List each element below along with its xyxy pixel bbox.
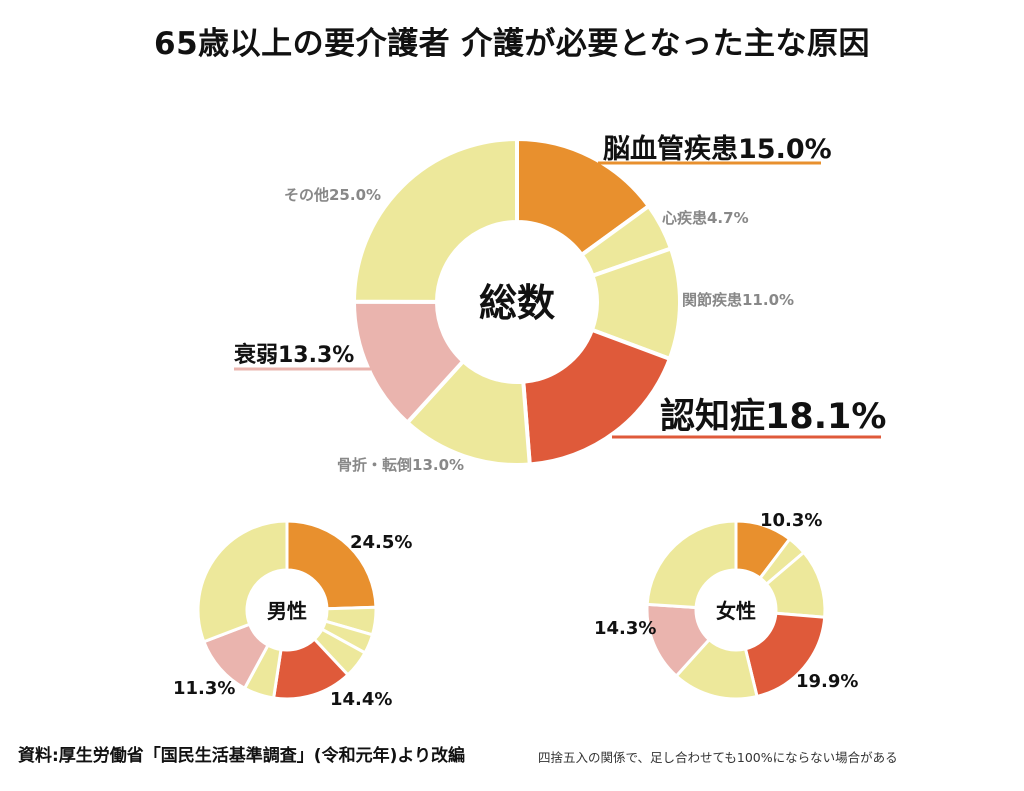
donut-slices-male <box>196 519 378 701</box>
male-slice-7 <box>196 519 289 644</box>
slice-label-joint: 関節疾患11.0% <box>682 291 794 309</box>
slice-label-heart: 心疾患4.7% <box>662 209 749 227</box>
total-slice-3 <box>521 327 672 467</box>
center-label-male: 男性 <box>267 599 307 623</box>
slice-label-frailty: 衰弱13.3% <box>233 342 354 368</box>
slice-label-dementia: 認知症18.1% <box>660 397 886 437</box>
slice-label-cerebrovascular: 脳血管疾患15.0% <box>602 133 832 165</box>
source-citation: 資料:厚生労働省「国民生活基準調査」(令和元年)より改編 <box>18 746 465 766</box>
female-slice-3 <box>743 611 827 698</box>
slice-label-other: その他25.0% <box>284 186 381 204</box>
center-label-female: 女性 <box>716 599 756 623</box>
male-label-frailty: 11.3% <box>173 678 235 699</box>
donut-slices-total <box>351 137 682 467</box>
female-slice-6 <box>645 519 738 609</box>
total-slice-6 <box>352 137 519 304</box>
rounding-note: 四捨五入の関係で、足し合わせても100%にならない場合がある <box>538 750 898 765</box>
male-label-dementia: 14.4% <box>330 689 392 710</box>
female-label-cerebrovascular: 10.3% <box>760 510 822 531</box>
chart-title: 65歳以上の要介護者 介護が必要となった主な原因 <box>154 26 870 62</box>
female-label-dementia: 19.9% <box>796 671 858 692</box>
female-label-frailty: 14.3% <box>594 618 656 639</box>
male-label-cerebrovascular: 24.5% <box>350 532 412 553</box>
donut-slices-female <box>645 519 827 701</box>
male-slice-0 <box>285 519 378 611</box>
slice-label-fracture: 骨折・転倒13.0% <box>337 456 464 474</box>
center-label-total: 総数 <box>479 281 555 325</box>
